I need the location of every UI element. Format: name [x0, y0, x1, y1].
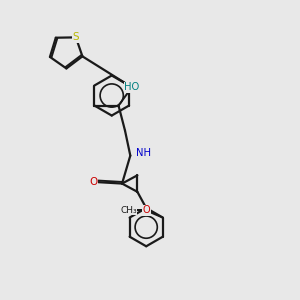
- Text: O: O: [143, 205, 150, 215]
- Text: HO: HO: [124, 82, 140, 92]
- Text: NH: NH: [136, 148, 151, 158]
- Text: O: O: [89, 177, 98, 187]
- Text: CH₃: CH₃: [120, 206, 136, 215]
- Text: S: S: [73, 32, 79, 42]
